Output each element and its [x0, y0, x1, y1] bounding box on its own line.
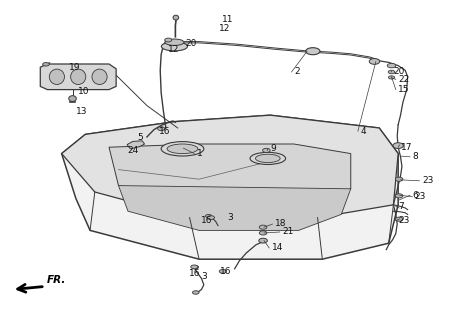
- Ellipse shape: [388, 70, 395, 74]
- Ellipse shape: [43, 63, 49, 66]
- Ellipse shape: [393, 143, 403, 148]
- Text: 6: 6: [412, 191, 418, 200]
- Ellipse shape: [395, 194, 403, 198]
- Text: 14: 14: [272, 244, 283, 252]
- Ellipse shape: [173, 15, 179, 20]
- Text: 16: 16: [189, 269, 200, 278]
- Polygon shape: [127, 141, 145, 149]
- Ellipse shape: [192, 291, 199, 294]
- Text: 16: 16: [201, 216, 213, 225]
- Text: 12: 12: [168, 45, 180, 54]
- Ellipse shape: [69, 96, 76, 101]
- Polygon shape: [109, 144, 351, 205]
- Text: 5: 5: [137, 133, 143, 142]
- Ellipse shape: [263, 148, 270, 153]
- Text: 16: 16: [220, 268, 232, 276]
- Ellipse shape: [161, 141, 204, 156]
- Polygon shape: [118, 186, 351, 230]
- Ellipse shape: [395, 177, 403, 181]
- Ellipse shape: [167, 144, 198, 154]
- Ellipse shape: [92, 69, 107, 84]
- Polygon shape: [62, 115, 398, 218]
- Ellipse shape: [207, 216, 214, 220]
- Ellipse shape: [388, 76, 394, 79]
- Ellipse shape: [219, 269, 227, 273]
- Text: 20: 20: [186, 39, 197, 48]
- Text: 21: 21: [282, 228, 293, 236]
- Ellipse shape: [250, 152, 285, 164]
- Ellipse shape: [164, 38, 172, 42]
- Text: 17: 17: [401, 143, 412, 152]
- Ellipse shape: [49, 69, 64, 84]
- Text: 19: 19: [69, 63, 80, 72]
- Ellipse shape: [369, 59, 380, 64]
- Text: 8: 8: [412, 152, 418, 161]
- Text: 20: 20: [393, 68, 405, 76]
- Ellipse shape: [259, 225, 267, 229]
- Text: 3: 3: [201, 272, 207, 281]
- Text: 10: 10: [78, 87, 90, 96]
- Ellipse shape: [259, 231, 267, 235]
- Text: 15: 15: [398, 85, 410, 94]
- Ellipse shape: [71, 69, 86, 84]
- Text: 7: 7: [398, 202, 404, 211]
- Ellipse shape: [306, 48, 320, 55]
- Text: 12: 12: [219, 24, 230, 33]
- Text: 4: 4: [360, 127, 366, 136]
- Ellipse shape: [165, 39, 184, 45]
- Ellipse shape: [206, 214, 211, 218]
- Text: 1: 1: [197, 149, 202, 158]
- Ellipse shape: [255, 154, 280, 163]
- Text: 13: 13: [76, 107, 87, 116]
- Text: FR.: FR.: [46, 276, 66, 285]
- Text: 24: 24: [127, 146, 138, 155]
- Text: 3: 3: [228, 213, 233, 222]
- Text: 2: 2: [294, 68, 300, 76]
- Text: 23: 23: [398, 216, 410, 225]
- Text: 23: 23: [422, 176, 433, 185]
- Ellipse shape: [157, 127, 165, 131]
- Ellipse shape: [161, 42, 187, 51]
- Polygon shape: [40, 64, 116, 90]
- Text: 23: 23: [415, 192, 426, 201]
- Ellipse shape: [259, 238, 267, 243]
- Text: 22: 22: [398, 75, 410, 84]
- Text: 9: 9: [270, 144, 276, 153]
- Text: 11: 11: [222, 15, 233, 24]
- Text: 18: 18: [275, 220, 286, 228]
- Ellipse shape: [387, 63, 396, 68]
- Polygon shape: [62, 115, 398, 259]
- Ellipse shape: [192, 266, 199, 269]
- Ellipse shape: [191, 265, 198, 269]
- Ellipse shape: [395, 217, 403, 221]
- Text: 16: 16: [159, 127, 170, 136]
